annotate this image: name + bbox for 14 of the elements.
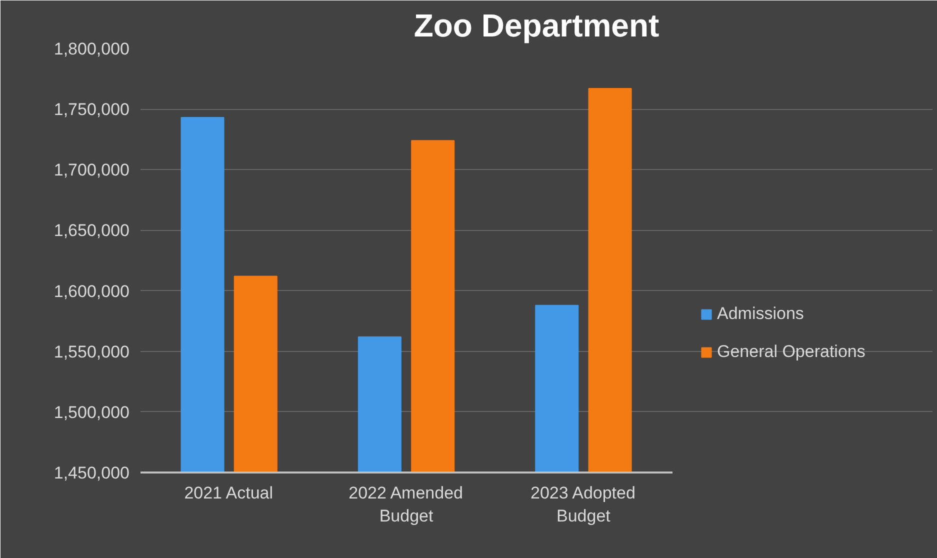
x-tick-label: 2022 Amended Budget: [348, 484, 464, 526]
y-tick-label: 1,800,000: [54, 40, 130, 58]
legend-label: General Operations: [717, 342, 866, 362]
y-tick-label: 1,700,000: [54, 160, 130, 180]
y-tick-label: 1,600,000: [54, 282, 130, 301]
y-tick-label: 1,450,000: [54, 464, 130, 482]
x-tick-label: 2023 Adopted Budget: [530, 484, 636, 526]
y-tick-label: 1,750,000: [54, 100, 130, 120]
legend-label: Admissions: [717, 304, 804, 324]
x-tick-label: 2021 Actual: [184, 484, 274, 502]
y-tick-label: 1,500,000: [54, 402, 130, 422]
y-tick-label: 1,550,000: [54, 342, 130, 362]
chart-title: Zoo Department: [414, 8, 660, 44]
y-tick-label: 1,650,000: [54, 221, 130, 240]
